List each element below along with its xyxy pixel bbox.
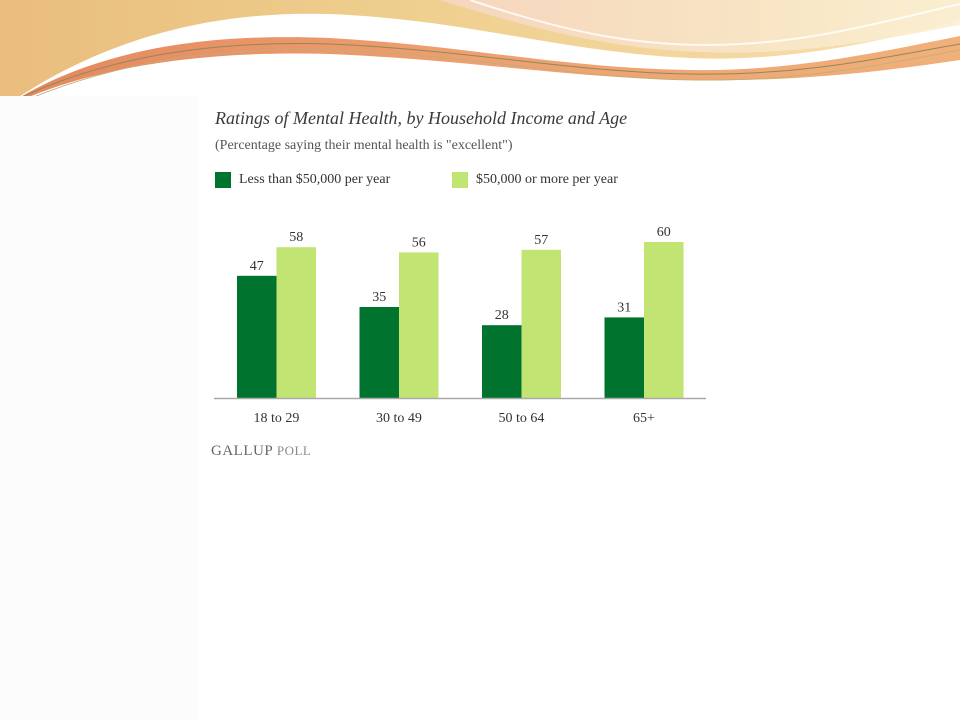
legend-label-high-income: $50,000 or more per year bbox=[476, 172, 618, 187]
data-label-low-income-0: 47 bbox=[250, 259, 264, 274]
x-tick-label-1: 30 to 49 bbox=[376, 411, 422, 426]
logo-secondary: POLL bbox=[276, 443, 312, 458]
legend-label-low-income: Less than $50,000 per year bbox=[239, 172, 391, 187]
data-label-high-income-0: 58 bbox=[289, 230, 303, 245]
x-tick-label-0: 18 to 29 bbox=[254, 411, 300, 426]
logo-main: GALLUP bbox=[211, 443, 273, 459]
x-tick-label-3: 65+ bbox=[633, 411, 655, 426]
data-label-high-income-3: 60 bbox=[657, 225, 671, 240]
legend-item-low-income: Less than $50,000 per year bbox=[215, 170, 390, 190]
chart-title: Ratings of Mental Health, by Household I… bbox=[215, 108, 628, 128]
bar-low-income-2 bbox=[482, 325, 522, 398]
bar-high-income-1 bbox=[399, 252, 439, 398]
bar-high-income-0 bbox=[276, 247, 316, 398]
bar-low-income-1 bbox=[359, 307, 399, 398]
bar-low-income-3 bbox=[604, 317, 644, 398]
data-label-low-income-2: 28 bbox=[495, 308, 509, 323]
data-label-low-income-1: 35 bbox=[372, 290, 386, 305]
chart-subtitle: (Percentage saying their mental health i… bbox=[215, 138, 513, 153]
bar-high-income-2 bbox=[521, 249, 561, 398]
legend-swatch-dark bbox=[215, 172, 231, 188]
bar-low-income-0 bbox=[237, 275, 277, 398]
data-label-high-income-1: 56 bbox=[412, 235, 426, 250]
legend-swatch-light bbox=[452, 172, 468, 188]
left-panel bbox=[0, 96, 198, 720]
x-tick-label-2: 50 to 64 bbox=[499, 411, 545, 426]
data-label-high-income-2: 57 bbox=[534, 233, 548, 248]
data-label-low-income-3: 31 bbox=[617, 300, 631, 315]
legend-item-high-income: $50,000 or more per year bbox=[452, 170, 618, 190]
gallup-poll-logo: GALLUP POLL bbox=[211, 443, 311, 460]
bar-high-income-3 bbox=[644, 242, 684, 398]
